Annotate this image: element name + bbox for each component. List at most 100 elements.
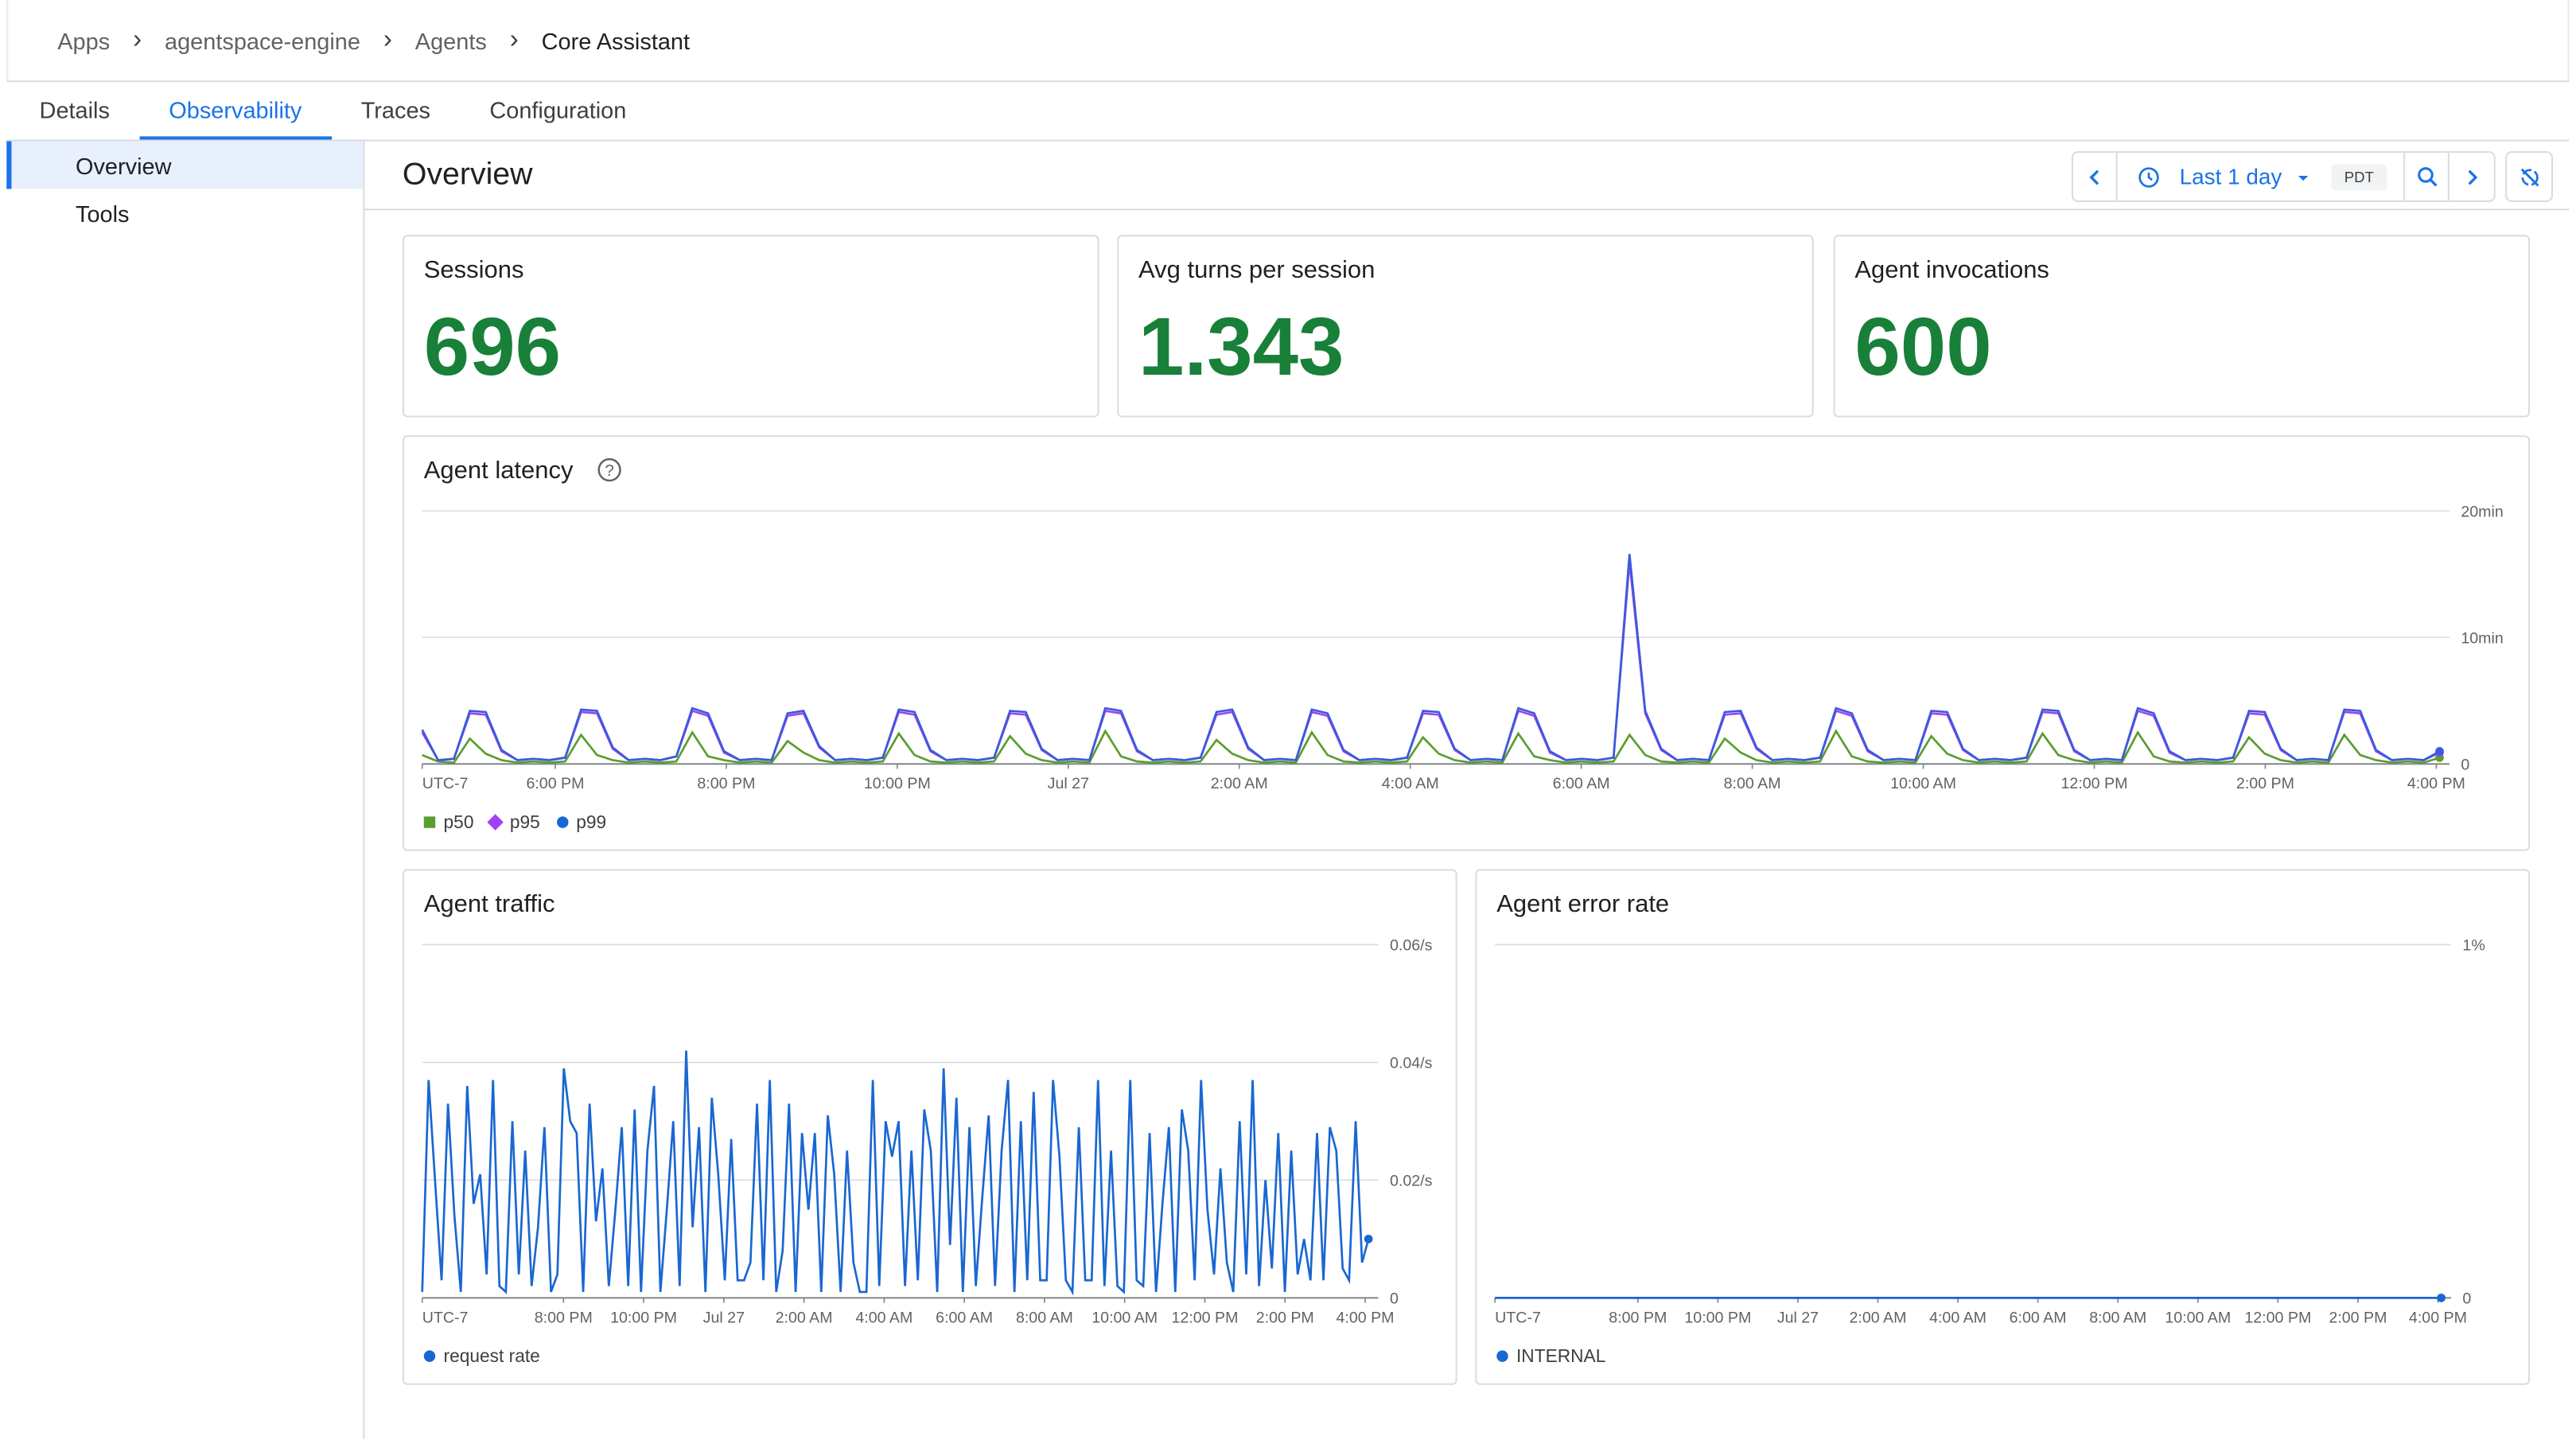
chart-legend: p50 p95 p99 <box>423 813 606 833</box>
tab-configuration[interactable]: Configuration <box>489 96 627 123</box>
chevron-right-icon: › <box>133 25 142 54</box>
sync-toggle-group <box>2505 150 2554 202</box>
x-tick-label: 8:00 AM <box>1016 1309 1073 1326</box>
x-tick-label: 8:00 AM <box>2089 1309 2146 1326</box>
y-tick-label: 0 <box>1390 1290 1399 1308</box>
next-period-button[interactable] <box>2450 153 2494 200</box>
chart-title: Agent error rate <box>1496 890 1670 919</box>
y-tick-label: 0.02/s <box>1390 1173 1433 1190</box>
x-tick-label: Jul 27 <box>703 1309 745 1326</box>
x-tick-label: 2:00 PM <box>2329 1309 2387 1326</box>
legend-circle-icon <box>423 1350 436 1362</box>
x-tick-label: 4:00 AM <box>1382 775 1439 792</box>
x-tick-label: 6:00 AM <box>2010 1309 2067 1326</box>
sidebar: Overview Tools <box>6 141 365 1439</box>
sessions-card: Sessions 696 <box>402 235 1099 418</box>
legend-item-p95: p95 <box>488 813 540 833</box>
sync-toggle-button[interactable] <box>2507 153 2551 200</box>
avg-turns-label: Avg turns per session <box>1138 256 1376 285</box>
x-tick-label: 12:00 PM <box>1172 1309 1239 1326</box>
x-tick-label: 2:00 PM <box>1256 1309 1314 1326</box>
chevron-right-icon <box>2467 169 2477 185</box>
legend-item-request-rate: request rate <box>423 1347 540 1367</box>
x-tick-label: 12:00 PM <box>2244 1309 2311 1326</box>
y-tick-label: 0.06/s <box>1390 937 1433 955</box>
chart-legend: INTERNAL <box>1496 1347 1605 1367</box>
page-title: Overview <box>402 157 533 192</box>
time-range-label: Last 1 day <box>2179 164 2282 189</box>
x-tick-label: 8:00 PM <box>697 775 755 792</box>
agent-error-rate-card: Agent error rate 1% 0 UTC-7 8:00 PM 10:00 PM… <box>1475 869 2531 1385</box>
x-tick-label: 6:00 PM <box>526 775 584 792</box>
x-tick-label: 4:00 PM <box>2409 1309 2467 1326</box>
breadcrumb-apps[interactable]: Apps <box>57 27 111 54</box>
sidebar-item-overview[interactable]: Overview <box>6 141 364 189</box>
x-tick-label: 4:00 PM <box>2407 775 2465 792</box>
agent-invocations-value: 600 <box>1854 300 1992 393</box>
y-tick-label: 0.04/s <box>1390 1055 1433 1072</box>
clock-icon <box>2138 166 2159 187</box>
x-tick-label: 2:00 PM <box>2236 775 2294 792</box>
x-tick-label: 12:00 PM <box>2061 775 2128 792</box>
x-tick-label: 10:00 PM <box>1684 1309 1751 1326</box>
y-tick-label: 10min <box>2461 629 2503 647</box>
legend-label: p50 <box>443 813 474 833</box>
agent-latency-card: Agent latency ? 20min 10min 0 UTC-7 6:00 PM 8… <box>402 435 2531 851</box>
legend-circle-icon <box>1496 1350 1508 1362</box>
breadcrumb-engine[interactable]: agentspace-engine <box>165 27 360 54</box>
breadcrumb-agents[interactable]: Agents <box>414 27 487 54</box>
help-icon[interactable]: ? <box>597 457 623 483</box>
series-endpoint <box>1364 1234 1373 1243</box>
x-tick-label: 10:00 AM <box>1091 1309 1158 1326</box>
svg-text:?: ? <box>605 461 613 480</box>
x-tick-label: 10:00 PM <box>864 775 931 792</box>
x-tick-label: UTC-7 <box>422 775 469 792</box>
legend-label: p95 <box>509 813 540 833</box>
page-header: Overview <box>364 142 2570 211</box>
chevron-right-icon: › <box>383 25 392 54</box>
main-panel: Overview Last 1 day PDT <box>364 142 2570 1439</box>
x-tick-label: 4:00 AM <box>855 1309 912 1326</box>
tab-details[interactable]: Details <box>39 96 110 123</box>
series-line-request-rate <box>421 1050 1370 1296</box>
legend-circle-icon <box>556 816 568 828</box>
x-tick-label: Jul 27 <box>1048 775 1089 792</box>
x-tick-label: UTC-7 <box>1495 1309 1541 1326</box>
x-tick-label: 2:00 AM <box>1850 1309 1907 1326</box>
agent-invocations-card: Agent invocations 600 <box>1833 235 2531 418</box>
y-tick-label: 1% <box>2462 937 2485 955</box>
time-range-selector[interactable]: Last 1 day PDT <box>2117 153 2406 200</box>
tab-traces[interactable]: Traces <box>360 96 431 123</box>
sync-off-icon <box>2520 167 2539 186</box>
legend-item-p50: p50 <box>423 813 474 833</box>
sessions-label: Sessions <box>423 256 524 285</box>
time-toolbar: Last 1 day PDT <box>2071 150 2554 202</box>
sessions-value: 696 <box>423 300 562 393</box>
x-tick-label: 4:00 AM <box>1929 1309 1986 1326</box>
x-tick-label: 2:00 AM <box>1211 775 1268 792</box>
agent-error-rate-chart: 1% 0 UTC-7 8:00 PM 10:00 PM Jul 27 2:00 AM 4:00… <box>1494 937 2485 1326</box>
x-tick-label: 10:00 AM <box>1890 775 1956 792</box>
tab-observability[interactable]: Observability <box>139 97 332 140</box>
timezone-badge: PDT <box>2331 163 2387 190</box>
agent-traffic-chart: 0.06/s 0.04/s 0.02/s 0 UTC-7 8:00 PM 10:00 PM J… <box>421 937 1433 1326</box>
agent-latency-chart: 20min 10min 0 UTC-7 6:00 PM 8:00 PM 10:00 PM Ju… <box>421 503 2504 792</box>
chart-title: Agent traffic <box>423 890 555 919</box>
chart-title: Agent latency <box>423 457 574 485</box>
zoom-icon <box>2417 167 2437 187</box>
x-tick-label: 4:00 PM <box>1336 1309 1394 1326</box>
y-tick-label: 0 <box>2461 756 2469 773</box>
x-tick-label: 6:00 AM <box>1553 775 1610 792</box>
previous-period-button[interactable] <box>2072 153 2118 200</box>
zoom-button[interactable] <box>2405 153 2450 200</box>
series-line-p99 <box>421 554 2441 761</box>
x-tick-label: 2:00 AM <box>776 1309 833 1326</box>
x-tick-label: 8:00 PM <box>535 1309 593 1326</box>
chevron-left-icon <box>2088 169 2099 185</box>
series-endpoint <box>2437 1293 2446 1302</box>
caret-down-icon <box>2298 174 2309 181</box>
sidebar-item-tools[interactable]: Tools <box>75 199 130 226</box>
x-tick-label: UTC-7 <box>422 1309 469 1326</box>
legend-diamond-icon <box>488 814 504 831</box>
